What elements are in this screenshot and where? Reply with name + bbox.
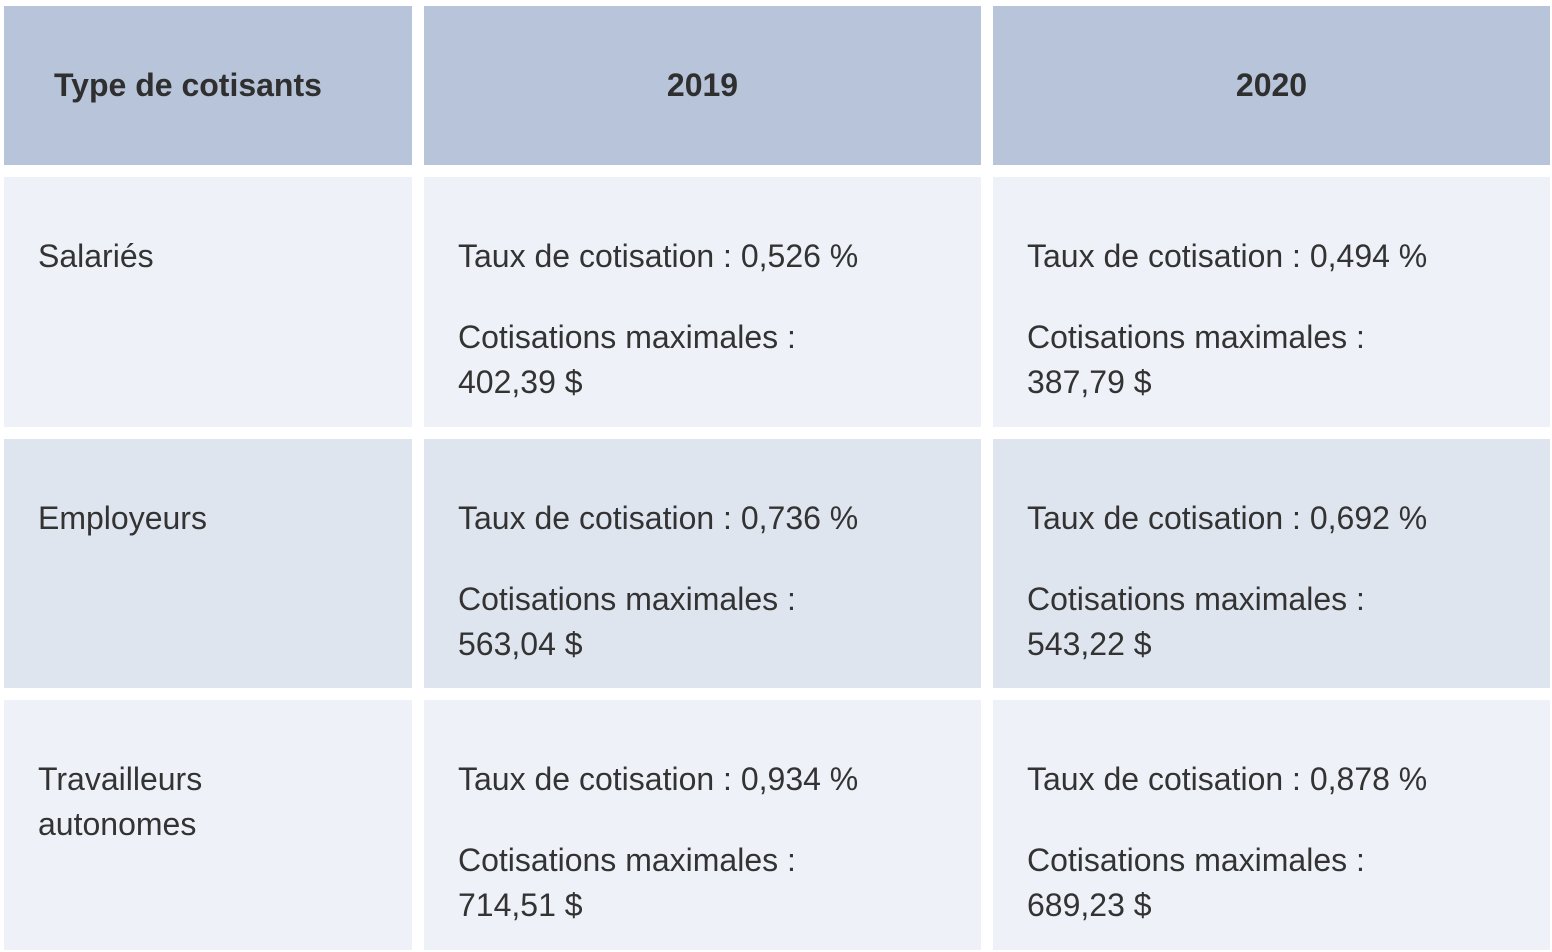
header-label: 2019 (666, 67, 739, 103)
max-label: Cotisations maximales : (458, 319, 796, 355)
max-value: 714,51 $ (458, 887, 583, 923)
data-cell-2019: Taux de cotisation : 0,526 % Cotisations… (424, 177, 981, 427)
header-2020: 2020 (993, 6, 1550, 165)
row-type-cell: Travailleurs autonomes (4, 700, 412, 950)
row-type-label: Salariés (38, 238, 154, 274)
header-2019: 2019 (424, 6, 981, 165)
header-label: Type de cotisants (54, 67, 322, 103)
data-cell-2019: Taux de cotisation : 0,736 % Cotisations… (424, 439, 981, 688)
header-type-de-cotisants: Type de cotisants (4, 6, 412, 165)
data-cell-2020: Taux de cotisation : 0,494 % Cotisations… (993, 177, 1550, 427)
row-type-label: autonomes (38, 806, 197, 842)
max-label: Cotisations maximales : (458, 581, 796, 617)
rate-text: Taux de cotisation : 0,878 % (1027, 761, 1428, 797)
rate-text: Taux de cotisation : 0,736 % (458, 500, 859, 536)
rate-text: Taux de cotisation : 0,526 % (458, 238, 859, 274)
max-value: 387,79 $ (1027, 364, 1152, 400)
data-cell-2019: Taux de cotisation : 0,934 % Cotisations… (424, 700, 981, 950)
row-type-label: Employeurs (38, 500, 207, 536)
data-cell-2020: Taux de cotisation : 0,878 % Cotisations… (993, 700, 1550, 950)
row-type-cell: Employeurs (4, 439, 412, 688)
row-type-cell: Salariés (4, 177, 412, 427)
max-label: Cotisations maximales : (1027, 581, 1365, 617)
row-type-label: Travailleurs (38, 761, 203, 797)
max-label: Cotisations maximales : (458, 842, 796, 878)
rate-text: Taux de cotisation : 0,692 % (1027, 500, 1428, 536)
data-cell-2020: Taux de cotisation : 0,692 % Cotisations… (993, 439, 1550, 688)
max-label: Cotisations maximales : (1027, 842, 1365, 878)
max-value: 689,23 $ (1027, 887, 1152, 923)
max-value: 543,22 $ (1027, 626, 1152, 662)
rate-text: Taux de cotisation : 0,934 % (458, 761, 859, 797)
max-value: 402,39 $ (458, 364, 583, 400)
header-label: 2020 (1235, 67, 1308, 103)
rate-text: Taux de cotisation : 0,494 % (1027, 238, 1428, 274)
max-label: Cotisations maximales : (1027, 319, 1365, 355)
max-value: 563,04 $ (458, 626, 583, 662)
